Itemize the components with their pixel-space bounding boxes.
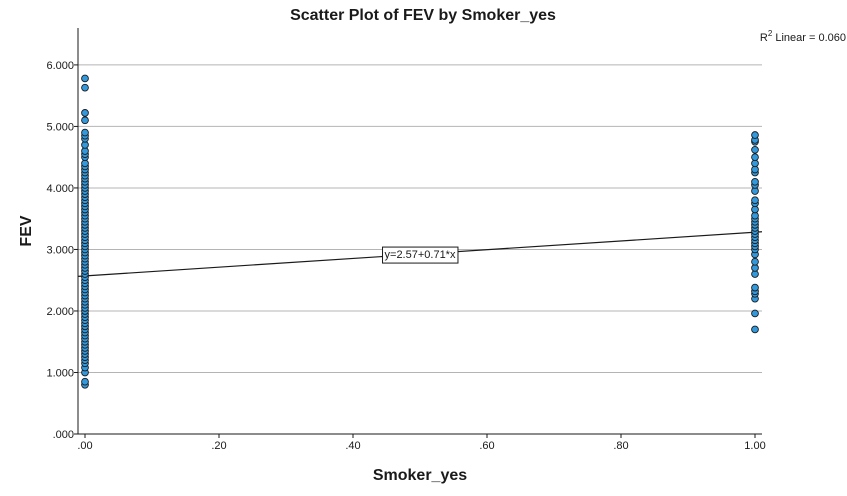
x-axis-title: Smoker_yes xyxy=(373,467,467,484)
x-tick-label: .80 xyxy=(613,440,628,452)
x-tick-label: .00 xyxy=(77,440,92,452)
gridlines xyxy=(78,64,762,373)
x-tick-label: .20 xyxy=(211,440,226,452)
x-tick-labels: .00 .20 .40 .60 .80 1.00 xyxy=(77,440,765,452)
data-point-smoker xyxy=(751,309,759,318)
data-point-nonsmoker xyxy=(81,74,89,83)
y-tick-labels: .000 1.000 2.000 3.000 4.000 5.000 6.000 xyxy=(46,60,74,441)
equation-label: y=2.57+0.71*x xyxy=(385,249,456,261)
r2-label: R2 Linear = 0.060 xyxy=(760,29,846,44)
data-point-smoker xyxy=(751,177,759,186)
data-point-smoker xyxy=(751,257,759,266)
data-points xyxy=(81,74,759,389)
y-axis-title: FEV xyxy=(18,215,35,246)
data-point-nonsmoker xyxy=(81,128,89,137)
y-tick-label: 5.000 xyxy=(46,121,74,133)
axes xyxy=(74,28,762,438)
data-point-nonsmoker xyxy=(81,83,89,92)
chart-title: Scatter Plot of FEV by Smoker_yes xyxy=(290,7,556,24)
data-point-nonsmoker xyxy=(81,109,89,117)
data-point-smoker xyxy=(751,131,759,139)
x-tick-label: 1.00 xyxy=(744,440,765,452)
data-point-smoker xyxy=(751,325,759,334)
y-tick-label: .000 xyxy=(53,429,74,441)
r2-prefix: R xyxy=(760,32,768,44)
y-tick-label: 1.000 xyxy=(46,367,74,379)
y-tick-label: 4.000 xyxy=(46,183,74,195)
x-tick-label: .60 xyxy=(479,440,494,452)
equation-box xyxy=(382,246,459,264)
x-tick-label: .40 xyxy=(345,440,360,452)
data-point-nonsmoker xyxy=(81,377,89,386)
data-point-smoker xyxy=(751,145,759,154)
data-point-smoker xyxy=(751,196,759,205)
y-tick-label: 6.000 xyxy=(46,60,74,72)
y-tick-label: 2.000 xyxy=(46,306,74,318)
y-tick-label: 3.000 xyxy=(46,244,74,256)
r2-superscript: 2 xyxy=(768,29,773,38)
equation-label-group: y=2.57+0.71*x xyxy=(382,246,459,264)
data-point-smoker xyxy=(751,283,759,292)
data-point-smoker xyxy=(751,153,759,162)
data-point-nonsmoker xyxy=(81,116,89,125)
r2-suffix: Linear = 0.060 xyxy=(772,32,846,44)
